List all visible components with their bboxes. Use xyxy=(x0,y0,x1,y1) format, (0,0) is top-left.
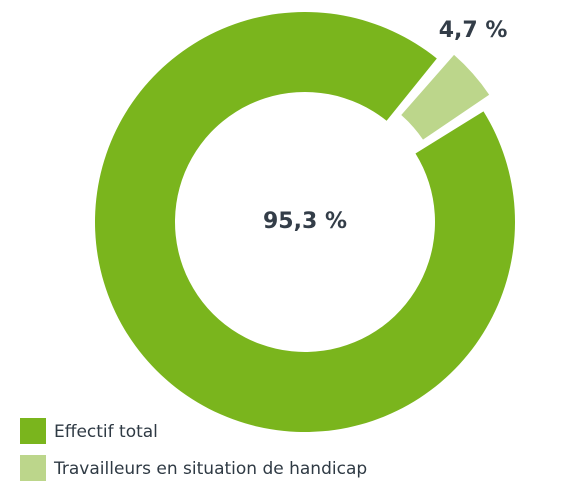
donut-slice xyxy=(95,12,515,433)
value-label: 95,3 % xyxy=(263,209,347,234)
value-label: 4,7 % xyxy=(439,18,508,43)
legend-label: Travailleurs en situation de handicap xyxy=(53,459,367,479)
legend-swatch xyxy=(20,455,46,481)
donut-slice xyxy=(401,54,490,140)
legend-label: Effectif total xyxy=(54,422,158,442)
legend-swatch xyxy=(20,418,46,444)
